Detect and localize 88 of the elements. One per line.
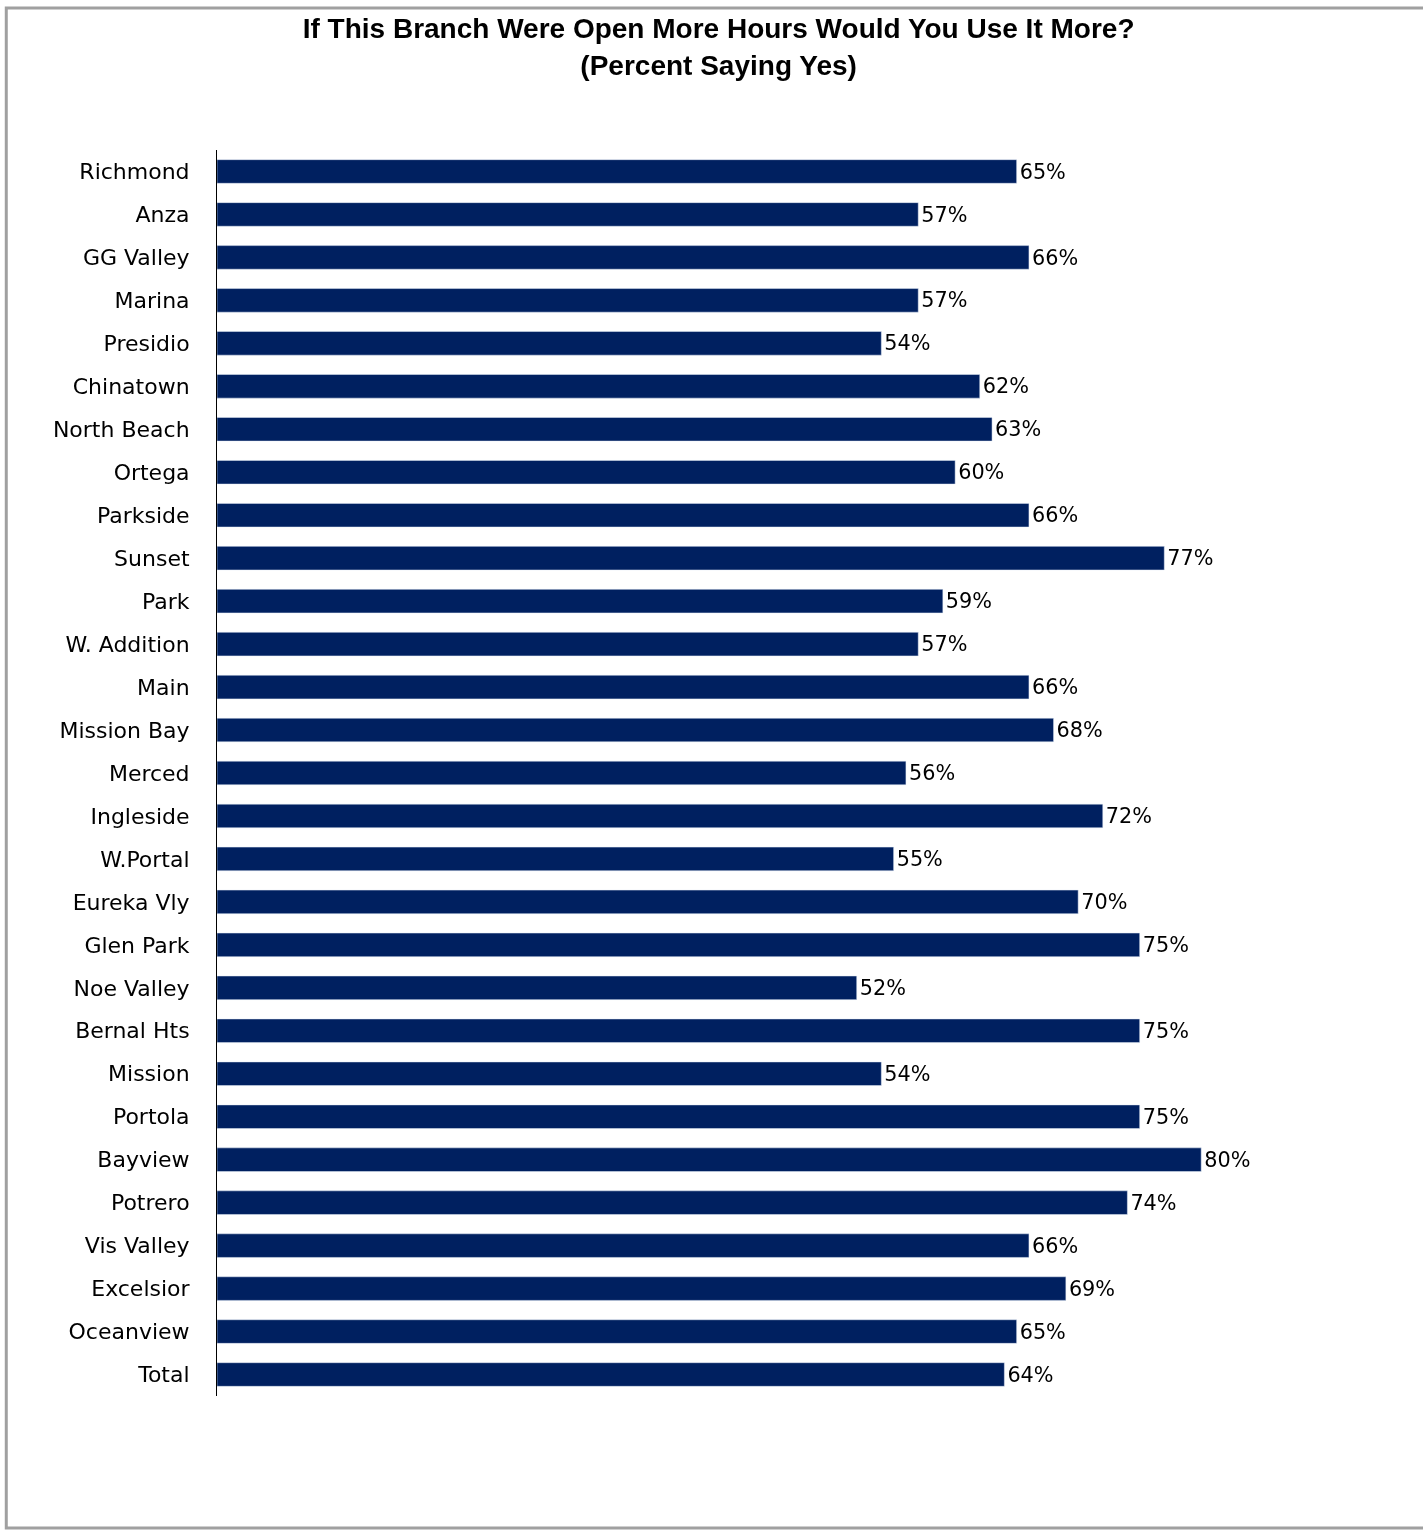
bar [217,1276,1067,1301]
y-tick-label: Potrero [110,1190,190,1216]
data-label: 72% [1105,804,1152,829]
data-label: 80% [1204,1147,1251,1172]
data-label: 70% [1081,889,1128,914]
data-label: 65% [1019,159,1066,184]
data-label: 57% [921,632,968,657]
y-tick-label: Vis Valley [84,1233,190,1259]
y-tick-label: Park [142,588,190,614]
bar [217,1018,1140,1043]
bar [217,1147,1202,1172]
bar [217,331,882,356]
bar [217,1104,1140,1129]
data-label: 68% [1056,718,1103,743]
data-label: 60% [958,460,1005,485]
y-tick-label: Richmond [79,159,190,185]
y-tick-label: Presidio [103,331,190,357]
y-tick-label: Eureka Vly [72,889,190,915]
bar [217,846,894,871]
data-label: 66% [1031,1233,1079,1258]
bar [217,1190,1128,1215]
y-tick-label: Glen Park [84,932,190,958]
data-label: 75% [1142,1104,1189,1129]
data-label: 66% [1031,675,1079,700]
y-tick-label: Excelsior [91,1276,191,1302]
bar [217,975,857,1000]
bar [217,675,1030,700]
y-tick-label: Ingleside [90,803,190,829]
bar [217,803,1104,829]
bar [217,1362,1005,1387]
y-tick-label: Oceanview [68,1319,190,1345]
bar [217,546,1165,571]
y-tick-label: Chinatown [72,374,190,400]
bar [217,503,1030,528]
y-tick-label: Anza [135,202,190,228]
y-tick-label: Total [137,1362,190,1388]
bar [217,1061,882,1086]
bar [217,374,980,399]
bar [217,889,1079,914]
data-label: 75% [1142,932,1189,957]
y-tick-label: Main [137,674,190,700]
data-label: 64% [1007,1362,1054,1387]
data-label: 62% [982,374,1029,399]
bar [217,1319,1017,1344]
data-label: 74% [1130,1190,1177,1215]
bar [217,245,1030,270]
bar [217,589,944,614]
bar [217,417,993,442]
bar [217,288,919,313]
data-label: 54% [884,1061,931,1086]
y-tick-label: Bayview [97,1147,190,1173]
y-tick-label: Ortega [113,459,190,485]
bar [217,717,1054,743]
data-label: 56% [908,761,956,786]
y-tick-label: Noe Valley [73,975,190,1001]
y-tick-label: Parkside [96,502,190,528]
data-label: 75% [1142,1018,1189,1043]
data-label: 57% [921,288,968,313]
y-tick-label: Mission Bay [59,717,190,743]
data-label: 59% [945,589,993,614]
y-tick-label: Bernal Hts [75,1018,190,1044]
y-tick-label: North Beach [52,416,190,442]
y-tick-label: GG Valley [82,245,190,271]
y-tick-label: W. Addition [65,631,190,657]
bar [217,159,1017,184]
y-tick-label: Marina [114,288,190,314]
bar [217,760,907,786]
bar [217,632,919,657]
data-label: 52% [859,975,906,1000]
data-label: 63% [995,417,1042,442]
y-tick-label: Mission [108,1061,190,1087]
data-label: 66% [1031,503,1079,528]
data-label: 57% [921,202,968,227]
y-tick-label: Merced [108,760,190,786]
bar [217,1233,1030,1258]
y-tick-label: Portola [112,1104,190,1130]
data-label: 66% [1031,245,1079,270]
bar [217,202,919,227]
chart-title: If This Branch Were Open More Hours Would You Use It More? (Percent Saying Yes) [302,13,1135,81]
data-label: 69% [1068,1276,1116,1301]
data-label: 55% [896,847,943,872]
bar [217,460,956,485]
data-label: 54% [884,331,931,356]
data-label: 65% [1019,1319,1066,1344]
data-label: 77% [1167,546,1214,571]
y-tick-label: W.Portal [100,846,190,872]
y-tick-label: Sunset [114,545,190,571]
bar [217,932,1140,957]
